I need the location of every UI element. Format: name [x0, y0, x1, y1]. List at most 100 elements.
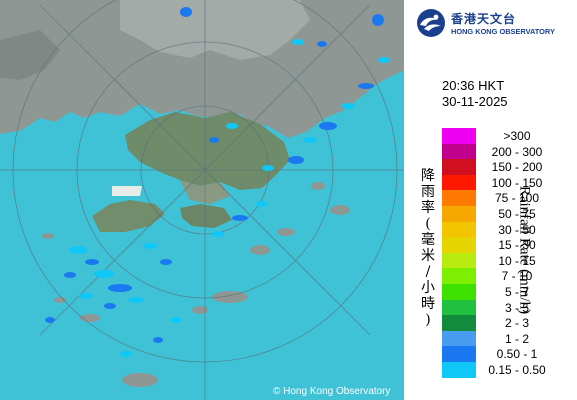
rain-echo [256, 201, 268, 207]
mainland-west [0, 30, 60, 80]
legend-label: >300 [503, 129, 531, 143]
rain-echo [108, 284, 132, 292]
island [192, 306, 208, 314]
range-spoke [39, 4, 371, 336]
legend-swatch [442, 268, 476, 284]
legend-swatch [442, 315, 476, 331]
rain-echo [303, 137, 317, 143]
legend-swatch [442, 143, 476, 160]
rain-echo [209, 137, 219, 143]
legend-item: 10 - 15 [442, 252, 570, 269]
island [54, 297, 66, 303]
rain-echo [79, 293, 93, 299]
hong-kong-island [180, 204, 232, 228]
legend-swatch [442, 252, 476, 269]
legend-label: 50 - 75 [498, 206, 536, 221]
legend-swatch [442, 330, 476, 347]
rain-echo [358, 83, 374, 89]
island [250, 245, 270, 255]
legend-swatch [442, 128, 476, 144]
legend-item: 0.50 - 1 [442, 346, 570, 362]
legend-item: 5 - 7 [442, 283, 570, 300]
legend-swatch [442, 159, 476, 175]
legend-title-zh: 降雨率(毫米 / 小時) [421, 168, 435, 328]
radar-time: 20:36 HKT [442, 78, 505, 93]
map-copyright: © Hong Kong Observatory [273, 386, 390, 397]
legend-item: 0.15 - 0.50 [442, 361, 570, 378]
rain-echo [212, 231, 224, 237]
rain-echo [45, 317, 55, 323]
legend-label: 5 - 7 [504, 284, 529, 299]
rain-echo [69, 246, 87, 254]
rain-echo [317, 41, 327, 47]
rain-echo [94, 270, 114, 278]
mainland-highlands [120, 0, 310, 60]
legend-swatch [442, 346, 476, 362]
rain-echo [262, 165, 274, 171]
rain-echo [153, 337, 163, 343]
rain-echo [85, 259, 99, 265]
legend-item: 15 - 30 [442, 237, 570, 253]
island [330, 205, 350, 215]
legend-label: 150 - 200 [491, 160, 543, 175]
island [277, 228, 295, 236]
legend-label: 0.50 - 1 [496, 347, 538, 362]
mainland-landmass [0, 0, 404, 138]
legend-label: 200 - 300 [491, 144, 543, 159]
legend-label: 75 - 100 [494, 191, 540, 206]
legend-label: 100 - 150 [491, 175, 543, 190]
legend-item: >300 [442, 128, 570, 144]
legend-swatch [442, 174, 476, 191]
rain-echo [143, 243, 157, 249]
rain-echo [104, 303, 116, 309]
legend-swatch [442, 205, 476, 222]
legend-item: 50 - 75 [442, 205, 570, 222]
rain-echo [64, 272, 76, 278]
island [212, 291, 248, 303]
legend-item: 30 - 50 [442, 221, 570, 238]
legend-item: 1 - 2 [442, 330, 570, 347]
rain-echo [120, 351, 132, 357]
rain-echo [319, 122, 337, 130]
legend-label: 1 - 2 [504, 331, 529, 346]
legend-label: 7 - 10 [501, 269, 533, 284]
legend-swatch [442, 190, 476, 206]
rain-echo [180, 7, 192, 17]
airport-island [112, 186, 142, 196]
rain-echo [232, 215, 248, 221]
rain-echo [292, 39, 304, 45]
legend-item: 200 - 300 [442, 143, 570, 160]
legend-label: 0.15 - 0.50 [488, 362, 546, 377]
org-name-en: HONG KONG OBSERVATORY [451, 27, 555, 36]
island [311, 182, 325, 190]
range-rings [0, 0, 404, 400]
legend-panel: 香港天文台 HONG KONG OBSERVATORY 20:36 HKT 30… [404, 0, 577, 400]
hko-logo: 香港天文台 HONG KONG OBSERVATORY [412, 6, 572, 42]
legend-swatch [442, 299, 476, 316]
rain-echo [378, 57, 390, 63]
legend-swatch [442, 221, 476, 238]
legend-title-en: Rainfall Rate (mm/h) [516, 185, 533, 315]
legend-item: 75 - 100 [442, 190, 570, 206]
rain-echo [170, 317, 182, 323]
legend-item: 150 - 200 [442, 159, 570, 175]
org-name-zh: 香港天文台 [451, 12, 517, 26]
rain-echo [341, 103, 355, 109]
legend-item: 2 - 3 [442, 315, 570, 331]
rain-echo [226, 123, 238, 129]
radar-map: © Hong Kong Observatory [0, 0, 404, 400]
island [122, 373, 158, 387]
legend-item: 7 - 10 [442, 268, 570, 284]
rain-echo [372, 14, 384, 26]
legend-label: 15 - 30 [498, 238, 536, 253]
hko-logo-icon [417, 9, 445, 37]
legend-label: 30 - 50 [498, 222, 536, 237]
rain-echo [128, 297, 144, 303]
legend-label: 3 - 5 [504, 300, 529, 315]
legend-item: 3 - 5 [442, 299, 570, 316]
legend-item: 100 - 150 [442, 174, 570, 191]
rain-echoes [45, 7, 390, 357]
radar-date: 30-11-2025 [442, 94, 508, 109]
legend-swatch [442, 283, 476, 300]
